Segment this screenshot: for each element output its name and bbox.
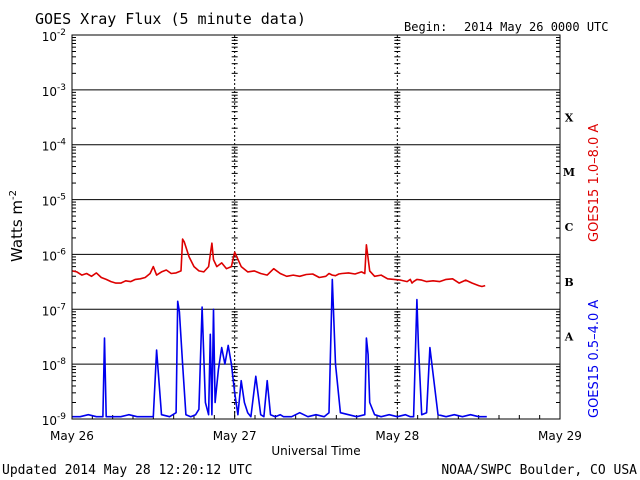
y-tick-labels: 10-2 10-3 10-4 10-5 10-6 10-7 10-8 10-9 xyxy=(42,28,67,428)
y-tick-label: 10-6 xyxy=(42,247,67,263)
flare-class-C: C xyxy=(565,221,574,234)
series-line-long xyxy=(71,238,486,288)
y-tick-label: 10-7 xyxy=(42,302,66,318)
begin-value: 2014 May 26 0000 UTC xyxy=(464,20,609,34)
grid-lines xyxy=(72,89,560,365)
series-long xyxy=(71,238,486,288)
x-tick-labels: May 26 May 27 May 28 May 29 xyxy=(50,429,582,443)
legend-long: GOES15 1.0–8.0 A xyxy=(587,124,602,242)
legend-short: GOES15 0.5–4.0 A xyxy=(587,300,602,418)
x-tick-label: May 28 xyxy=(375,429,419,443)
flare-class-X: X xyxy=(565,111,574,124)
y-tick-label: 10-5 xyxy=(42,193,66,209)
series-line-short xyxy=(72,278,487,418)
flare-class-labels: X M C B A xyxy=(563,111,575,343)
y-tick-label: 10-2 xyxy=(42,28,66,44)
flare-class-B: B xyxy=(564,276,573,289)
credit-text: NOAA/SWPC Boulder, CO USA xyxy=(441,463,637,478)
y-axis-title: Watts m-2 xyxy=(8,190,26,262)
updated-timestamp: Updated 2014 May 28 12:20:12 UTC xyxy=(2,463,252,478)
day-minor-ticks xyxy=(71,35,561,419)
x-axis-title: Universal Time xyxy=(271,444,360,458)
flare-class-M: M xyxy=(563,166,575,179)
plot-frame xyxy=(71,34,561,420)
chart-title: GOES Xray Flux (5 minute data) xyxy=(35,10,306,28)
y-tick-label: 10-9 xyxy=(42,412,67,428)
series-short xyxy=(72,278,487,418)
x-tick-label: May 27 xyxy=(213,429,257,443)
plot-area xyxy=(71,34,561,420)
x-tick-label: May 29 xyxy=(538,429,582,443)
y-tick-label: 10-4 xyxy=(42,138,67,154)
x-tick-label: May 26 xyxy=(50,429,94,443)
y-tick-label: 10-8 xyxy=(42,357,67,373)
begin-label: Begin: xyxy=(404,20,447,34)
y-tick-label: 10-3 xyxy=(42,83,66,99)
flare-class-A: A xyxy=(564,331,574,344)
